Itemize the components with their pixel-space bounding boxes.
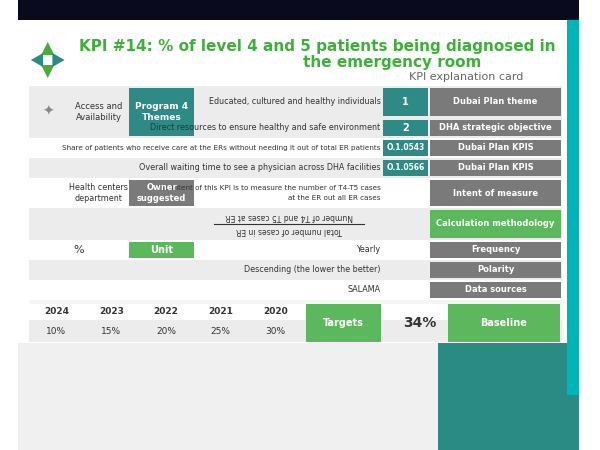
Text: KPI #14: % of level 4 and 5 patients being diagnosed in: KPI #14: % of level 4 and 5 patients bei… (79, 40, 555, 54)
FancyBboxPatch shape (129, 88, 194, 136)
FancyBboxPatch shape (29, 118, 562, 138)
Text: Number of T4 and T5 cases at ER: Number of T4 and T5 cases at ER (225, 212, 353, 221)
FancyBboxPatch shape (383, 120, 428, 136)
Text: at the ER out all ER cases: at the ER out all ER cases (288, 195, 380, 201)
FancyBboxPatch shape (383, 140, 428, 156)
Text: Share of patients who receive care at the ERs without needing it out of total ER: Share of patients who receive care at th… (62, 145, 380, 151)
Text: 20%: 20% (156, 327, 176, 336)
Text: Yearly: Yearly (356, 246, 380, 255)
FancyBboxPatch shape (439, 343, 578, 450)
FancyBboxPatch shape (306, 304, 380, 342)
Text: O.1.0566: O.1.0566 (386, 163, 425, 172)
Text: Calculation methodology: Calculation methodology (436, 220, 554, 229)
Text: 2024: 2024 (44, 307, 69, 316)
Text: 2023: 2023 (99, 307, 124, 316)
Text: Dubai Plan KPIS: Dubai Plan KPIS (458, 163, 533, 172)
Text: 25%: 25% (211, 327, 231, 336)
FancyBboxPatch shape (29, 240, 562, 260)
Polygon shape (31, 53, 43, 67)
Polygon shape (41, 42, 54, 55)
FancyBboxPatch shape (383, 160, 428, 176)
FancyBboxPatch shape (18, 343, 569, 450)
FancyBboxPatch shape (18, 0, 578, 20)
Text: 1: 1 (403, 97, 409, 107)
FancyBboxPatch shape (29, 280, 562, 300)
Text: 15%: 15% (101, 327, 121, 336)
Text: Educated, cultured and healthy individuals: Educated, cultured and healthy individua… (209, 98, 380, 107)
FancyBboxPatch shape (18, 20, 569, 450)
FancyBboxPatch shape (29, 158, 562, 178)
Text: 2022: 2022 (154, 307, 178, 316)
FancyBboxPatch shape (430, 140, 561, 156)
Text: KPI explanation card: KPI explanation card (409, 72, 524, 82)
Text: The intent of this KPI is to measure the number of T4-T5 cases: The intent of this KPI is to measure the… (155, 185, 380, 191)
FancyBboxPatch shape (29, 260, 562, 280)
Text: 30%: 30% (265, 327, 286, 336)
Text: ✦: ✦ (43, 105, 55, 119)
Text: SALAMA: SALAMA (347, 285, 380, 294)
FancyBboxPatch shape (29, 320, 562, 342)
Text: Dubai Plan KPIS: Dubai Plan KPIS (458, 144, 533, 153)
Text: Intent of measure: Intent of measure (453, 189, 538, 198)
FancyBboxPatch shape (18, 0, 578, 20)
Text: Health centers
department: Health centers department (69, 183, 128, 202)
FancyBboxPatch shape (29, 208, 562, 240)
Text: 2021: 2021 (208, 307, 233, 316)
FancyBboxPatch shape (430, 88, 561, 116)
FancyBboxPatch shape (29, 300, 562, 315)
FancyBboxPatch shape (29, 138, 562, 158)
FancyBboxPatch shape (129, 242, 194, 258)
Text: Descending (the lower the better): Descending (the lower the better) (244, 266, 380, 274)
FancyBboxPatch shape (430, 242, 561, 258)
Text: 34%: 34% (403, 316, 436, 330)
Text: Owner
suggested: Owner suggested (137, 183, 187, 202)
FancyBboxPatch shape (129, 180, 194, 206)
Text: O.1.0543: O.1.0543 (386, 144, 425, 153)
Text: Unit: Unit (150, 245, 173, 255)
Polygon shape (41, 65, 54, 78)
Text: 2: 2 (403, 123, 409, 133)
FancyBboxPatch shape (430, 160, 561, 176)
Text: Overall waiting time to see a physician across DHA facilities: Overall waiting time to see a physician … (139, 163, 380, 172)
FancyBboxPatch shape (430, 282, 561, 298)
FancyBboxPatch shape (29, 86, 562, 118)
Text: Baseline: Baseline (481, 318, 527, 328)
FancyBboxPatch shape (448, 304, 560, 342)
Text: Dubai Plan theme: Dubai Plan theme (454, 98, 538, 107)
Text: 2020: 2020 (263, 307, 288, 316)
Text: Frequency: Frequency (471, 246, 520, 255)
FancyBboxPatch shape (430, 180, 561, 206)
FancyBboxPatch shape (430, 210, 561, 238)
FancyBboxPatch shape (430, 262, 561, 278)
Text: 10%: 10% (46, 327, 67, 336)
FancyBboxPatch shape (29, 304, 562, 320)
FancyBboxPatch shape (430, 120, 561, 136)
Text: %: % (73, 245, 84, 255)
Text: DHA strategic objective: DHA strategic objective (439, 123, 552, 132)
Text: Polarity: Polarity (477, 266, 514, 274)
Polygon shape (52, 53, 65, 67)
Text: Total number of cases in ER: Total number of cases in ER (236, 226, 342, 235)
FancyBboxPatch shape (29, 178, 562, 208)
Text: the emergency room: the emergency room (302, 54, 481, 69)
Text: Targets: Targets (323, 318, 364, 328)
Text: Direct resources to ensure healthy and safe environment: Direct resources to ensure healthy and s… (151, 123, 380, 132)
Text: Access and
Availability: Access and Availability (75, 102, 122, 122)
FancyBboxPatch shape (383, 88, 428, 116)
Text: Program 4
Themes: Program 4 Themes (135, 102, 188, 122)
FancyBboxPatch shape (568, 15, 578, 395)
Text: Data sources: Data sources (464, 285, 526, 294)
